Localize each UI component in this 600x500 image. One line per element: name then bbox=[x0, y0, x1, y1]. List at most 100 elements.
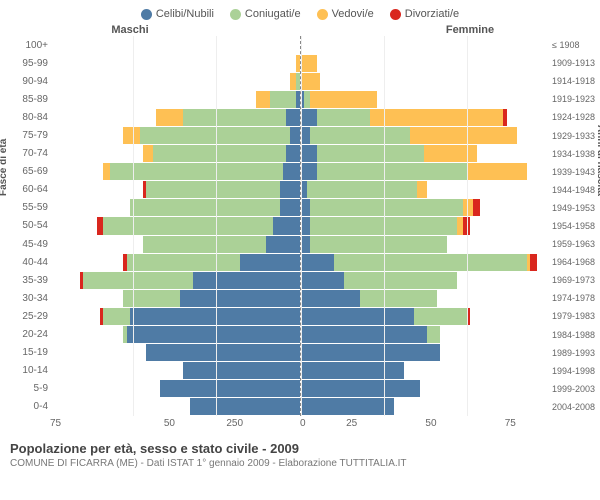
age-label: 5-9 bbox=[10, 380, 48, 398]
legend-label: Divorziati/e bbox=[405, 8, 459, 20]
bar-segment bbox=[127, 254, 240, 271]
age-label: 70-74 bbox=[10, 145, 48, 163]
bar-segment bbox=[317, 163, 467, 180]
bar-segment bbox=[317, 145, 423, 162]
year-label: ≤ 1908 bbox=[548, 36, 598, 54]
legend-swatch bbox=[141, 9, 152, 20]
bar-segment bbox=[140, 127, 290, 144]
x-axis: 0255075 0255075 bbox=[0, 416, 600, 429]
bar-segment bbox=[360, 290, 437, 307]
age-label: 65-69 bbox=[10, 163, 48, 181]
bar-segment bbox=[283, 163, 300, 180]
bar-row bbox=[301, 163, 551, 181]
bar-segment bbox=[301, 145, 318, 162]
xtick: 25 bbox=[312, 418, 391, 429]
bar-row bbox=[50, 398, 300, 416]
bar-segment bbox=[530, 254, 537, 271]
bar-row bbox=[50, 253, 300, 271]
year-label: 1954-1958 bbox=[548, 217, 598, 235]
bar-segment bbox=[286, 145, 299, 162]
xtick: 0 bbox=[238, 418, 301, 429]
bar-row bbox=[50, 126, 300, 144]
bar-row bbox=[301, 344, 551, 362]
bar-segment bbox=[270, 91, 297, 108]
bar-segment bbox=[301, 308, 414, 325]
bar-segment bbox=[410, 127, 516, 144]
male-bars bbox=[50, 36, 301, 416]
bar-segment bbox=[310, 199, 463, 216]
female-bars bbox=[301, 36, 551, 416]
bar-segment bbox=[193, 272, 299, 289]
bar-row bbox=[301, 398, 551, 416]
bar-segment bbox=[457, 217, 464, 234]
xtick: 25 bbox=[175, 418, 238, 429]
year-label: 1929-1933 bbox=[548, 126, 598, 144]
bar-row bbox=[301, 54, 551, 72]
bar-segment bbox=[290, 127, 300, 144]
bar-segment bbox=[307, 181, 417, 198]
bar-segment bbox=[301, 217, 311, 234]
xtick: 75 bbox=[471, 418, 550, 429]
legend-label: Vedovi/e bbox=[332, 8, 374, 20]
bar-segment bbox=[301, 199, 311, 216]
bar-segment bbox=[310, 236, 446, 253]
bar-segment bbox=[256, 91, 269, 108]
bar-row bbox=[50, 235, 300, 253]
bar-segment bbox=[183, 109, 286, 126]
bar-row bbox=[301, 326, 551, 344]
bar-segment bbox=[296, 55, 299, 72]
bar-row bbox=[50, 217, 300, 235]
legend-item: Divorziati/e bbox=[390, 8, 459, 20]
age-label: 100+ bbox=[10, 36, 48, 54]
age-label: 30-34 bbox=[10, 289, 48, 307]
bar-row bbox=[50, 344, 300, 362]
bar-segment bbox=[190, 398, 300, 415]
bar-segment bbox=[296, 73, 299, 90]
year-label: 1944-1948 bbox=[548, 181, 598, 199]
bar-row bbox=[301, 72, 551, 90]
bar-segment bbox=[97, 217, 104, 234]
bar-segment bbox=[463, 199, 473, 216]
bar-segment bbox=[280, 199, 300, 216]
bar-segment bbox=[463, 217, 470, 234]
bar-row bbox=[301, 307, 551, 325]
age-label: 40-44 bbox=[10, 253, 48, 271]
year-label: 1999-2003 bbox=[548, 380, 598, 398]
year-label: 1964-1968 bbox=[548, 253, 598, 271]
year-label: 1949-1953 bbox=[548, 199, 598, 217]
xaxis-female: 0255075 bbox=[300, 418, 550, 429]
bar-segment bbox=[143, 145, 153, 162]
age-labels: 100+95-9990-9485-8980-8475-7970-7465-696… bbox=[10, 36, 48, 416]
age-label: 20-24 bbox=[10, 326, 48, 344]
bar-row bbox=[50, 289, 300, 307]
bar-segment bbox=[266, 236, 299, 253]
bar-segment bbox=[370, 109, 503, 126]
legend-swatch bbox=[230, 9, 241, 20]
bar-segment bbox=[301, 181, 308, 198]
age-label: 85-89 bbox=[10, 90, 48, 108]
bar-segment bbox=[301, 127, 311, 144]
xaxis-male: 0255075 bbox=[50, 418, 300, 429]
year-label: 1989-1993 bbox=[548, 344, 598, 362]
bar-segment bbox=[286, 109, 299, 126]
bar-segment bbox=[427, 326, 440, 343]
bar-segment bbox=[301, 380, 421, 397]
bar-segment bbox=[180, 290, 300, 307]
bar-segment bbox=[310, 127, 410, 144]
chart-subtitle: COMUNE DI FICARRA (ME) - Dati ISTAT 1° g… bbox=[10, 458, 590, 469]
bar-row bbox=[50, 90, 300, 108]
bar-segment bbox=[301, 290, 361, 307]
bar-segment bbox=[301, 326, 427, 343]
year-label: 1959-1963 bbox=[548, 235, 598, 253]
bar-segment bbox=[301, 272, 344, 289]
bar-segment bbox=[146, 344, 299, 361]
bar-segment bbox=[290, 73, 297, 90]
bar-segment bbox=[127, 326, 300, 343]
bar-segment bbox=[301, 73, 321, 90]
bar-segment bbox=[156, 109, 183, 126]
bar-segment bbox=[344, 272, 457, 289]
bar-segment bbox=[103, 163, 110, 180]
year-label: 1914-1918 bbox=[548, 72, 598, 90]
bar-segment bbox=[123, 290, 180, 307]
bar-row bbox=[50, 163, 300, 181]
